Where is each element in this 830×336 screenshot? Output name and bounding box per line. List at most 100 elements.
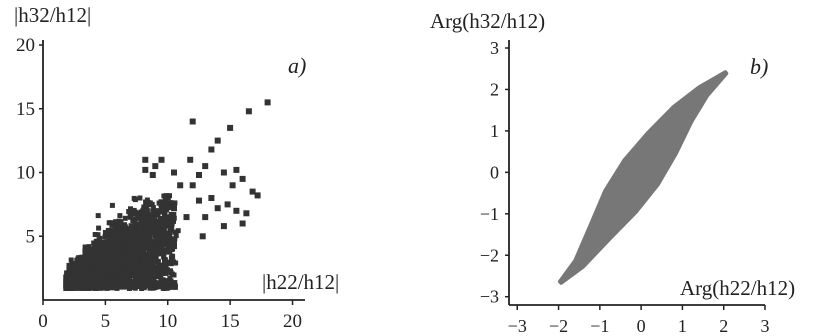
a-data-point [142, 268, 148, 273]
a-data-point [141, 231, 147, 237]
a-data-point [171, 259, 177, 265]
a-data-point [115, 250, 121, 256]
a-data-point [109, 274, 115, 280]
a-data-point [95, 232, 101, 238]
a-data-point [153, 251, 158, 257]
a-data-point [172, 200, 178, 206]
a-data-point [91, 257, 97, 262]
a-data-point [189, 118, 196, 125]
a-data-point [126, 276, 132, 282]
a-data-point [135, 233, 141, 239]
a-data-point [158, 283, 164, 289]
a-data-point [100, 267, 106, 273]
a-data-point [158, 275, 164, 281]
a-data-point [112, 282, 118, 288]
a-data-point [128, 206, 133, 212]
a-data-point [134, 251, 140, 257]
a-data-point [86, 244, 92, 250]
a-data-point [117, 257, 123, 263]
a-data-point [137, 245, 143, 251]
a-data-point [63, 283, 69, 289]
a-data-point [150, 222, 156, 228]
a-data-point [229, 182, 236, 189]
a-data-point [163, 230, 169, 236]
a-data-point [168, 211, 174, 217]
b-y-tick-label: −3 [480, 287, 499, 307]
a-data-point [106, 261, 112, 267]
b-data-band [558, 70, 729, 285]
a-data-point [154, 248, 160, 254]
a-data-point [227, 124, 234, 131]
a-data-point [105, 227, 111, 233]
b-y-tick-label: 2 [490, 79, 499, 99]
a-data-point [214, 137, 221, 144]
a-data-point [163, 263, 168, 269]
a-data-point [129, 257, 135, 263]
a-data-point [64, 280, 70, 286]
a-data-point [122, 239, 128, 245]
a-data-point [81, 268, 86, 273]
b-y-tick-label: −1 [480, 204, 499, 224]
a-x-tick-label: 20 [283, 311, 302, 332]
a-data-point [109, 230, 115, 236]
a-data-point [111, 252, 116, 258]
a-data-point [98, 240, 104, 246]
a-data-point [155, 208, 161, 214]
a-data-point [73, 270, 78, 276]
a-data-point [114, 268, 119, 273]
a-data-point [133, 264, 139, 270]
a-data-point [169, 253, 175, 259]
a-ylabel: |h32/h12| [14, 3, 91, 27]
a-data-point [111, 239, 117, 245]
b-x-tick-label: 3 [761, 316, 770, 336]
a-data-point [97, 245, 103, 251]
a-data-point [167, 239, 173, 245]
a-data-point [157, 264, 163, 270]
a-data-point [141, 257, 147, 263]
chart-panel-b: −3 −2 −1 0 1 2 3 −3 −2 −1 0 1 2 3 Arg(h32/h12) Arg(h… [415, 0, 830, 336]
a-data-point [134, 258, 140, 263]
a-data-point [109, 202, 115, 208]
a-data-point [91, 240, 97, 246]
a-data-point [142, 235, 147, 241]
a-data-point [109, 282, 115, 288]
a-data-point [104, 250, 110, 256]
a-data-point [155, 274, 161, 279]
a-data-point [158, 215, 164, 221]
a-data-point [168, 246, 174, 252]
a-data-point [135, 215, 141, 221]
a-data-point [214, 205, 221, 212]
a-points-layer [63, 99, 271, 291]
a-data-point [122, 276, 127, 282]
a-data-point [85, 266, 91, 272]
a-x-tick-label: 15 [221, 311, 240, 332]
a-data-point [96, 282, 102, 288]
a-data-point [141, 246, 147, 252]
a-data-point [96, 254, 101, 260]
a-data-point [155, 237, 161, 243]
a-data-point [189, 182, 196, 189]
a-data-point [98, 273, 104, 279]
a-data-point [140, 211, 146, 217]
a-data-point [208, 146, 215, 153]
a-data-point [138, 237, 143, 243]
a-data-point [138, 276, 144, 282]
a-data-point [75, 283, 80, 289]
a-data-point [143, 282, 149, 288]
a-data-point [106, 284, 112, 290]
a-data-point [108, 236, 114, 242]
a-data-point [196, 172, 202, 178]
a-data-point [128, 261, 134, 267]
a-data-point [94, 241, 100, 247]
a-data-point [148, 230, 154, 236]
a-x-ticks: 0 5 10 15 20 [38, 300, 302, 332]
a-data-point [66, 265, 72, 271]
a-data-point [94, 279, 99, 285]
a-data-point [136, 221, 142, 227]
b-y-tick-label: 3 [490, 38, 499, 58]
a-data-point [106, 271, 112, 277]
a-data-point [116, 232, 122, 238]
a-data-point [208, 195, 215, 201]
a-data-point [68, 285, 74, 291]
a-data-point [130, 223, 136, 229]
